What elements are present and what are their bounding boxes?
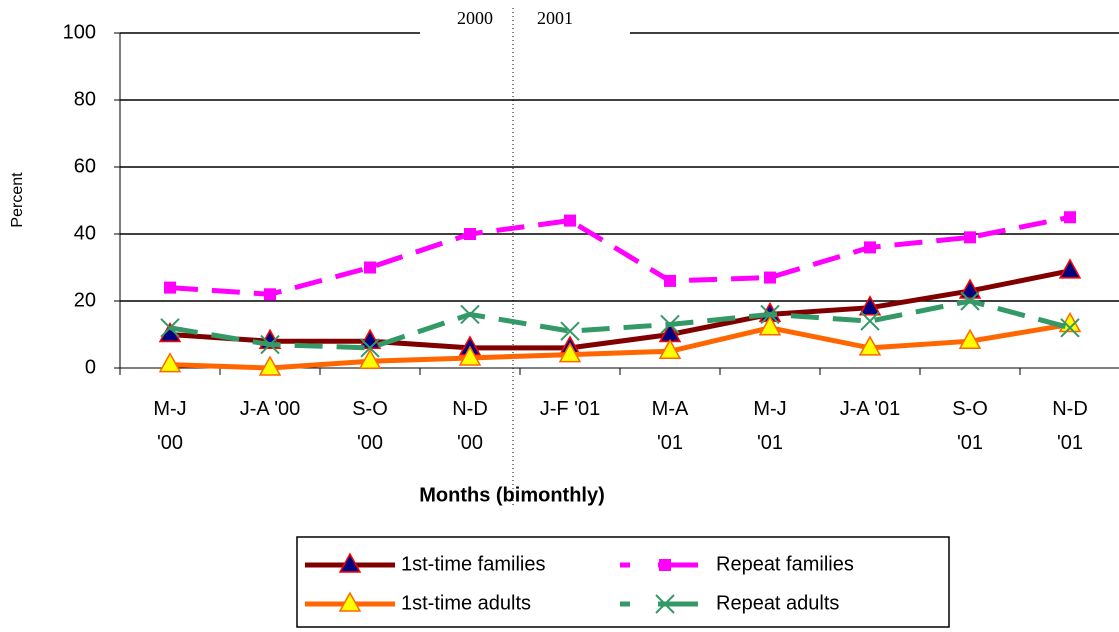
marker — [264, 288, 276, 301]
y-tick-label: 100 — [63, 21, 96, 43]
y-tick-label: 20 — [74, 289, 96, 311]
legend-marker — [655, 594, 675, 614]
marker — [958, 328, 982, 349]
legend-label: Repeat adults — [716, 592, 839, 614]
marker — [764, 271, 776, 284]
series-line — [169, 321, 1071, 371]
marker — [258, 355, 282, 376]
marker — [260, 334, 280, 355]
legend-marker — [659, 559, 671, 571]
legend-label: Repeat families — [716, 553, 854, 575]
x-tick-label: J-F '01 — [539, 398, 601, 420]
marker — [758, 315, 782, 336]
legend-marker — [338, 591, 362, 612]
marker — [1058, 258, 1082, 279]
marker — [864, 241, 876, 254]
series-line — [169, 298, 1071, 351]
x-tick-label: J-A '00 — [239, 398, 301, 420]
marker — [460, 304, 480, 325]
y-tick-label: 0 — [85, 356, 96, 378]
marker — [858, 295, 882, 316]
annotation: 2000 — [457, 8, 493, 28]
y-tick-label: 40 — [74, 222, 96, 244]
marker — [160, 318, 180, 338]
marker — [660, 314, 680, 335]
x-tick-label: N-D '01 — [1052, 398, 1088, 454]
marker — [1064, 211, 1076, 224]
series-line — [169, 268, 1071, 351]
marker — [560, 321, 580, 341]
x-tick-label: S-O '00 — [352, 398, 388, 454]
marker — [958, 278, 982, 299]
marker — [360, 338, 380, 358]
legend-box — [296, 536, 950, 628]
marker — [658, 338, 682, 359]
marker — [664, 274, 676, 287]
marker — [558, 342, 582, 363]
y-tick-label: 60 — [74, 155, 96, 177]
series-line — [169, 214, 1071, 297]
x-tick-label: M-J '00 — [153, 398, 187, 454]
marker — [760, 304, 780, 325]
x-tick-label: J-A '01 — [839, 398, 901, 420]
marker — [858, 335, 882, 356]
annotation: 2001 — [537, 8, 573, 28]
x-tick-label: N-D '00 — [452, 398, 488, 454]
marker — [1060, 318, 1080, 338]
legend-label: 1st-time adults — [401, 592, 531, 614]
legend-marker — [338, 552, 362, 573]
y-axis-title: Percent — [9, 172, 26, 228]
marker — [364, 261, 376, 274]
marker — [158, 352, 182, 373]
annotation-background — [420, 0, 630, 40]
x-tick-label: M-J '01 — [753, 398, 787, 454]
legend-label: 1st-time families — [401, 553, 545, 575]
marker — [358, 348, 382, 370]
x-tick-label: M-A '01 — [651, 398, 689, 454]
y-tick-label: 80 — [74, 88, 96, 110]
marker — [964, 231, 976, 244]
marker — [464, 228, 476, 240]
marker — [860, 311, 880, 331]
marker — [564, 214, 576, 227]
marker — [164, 281, 176, 294]
x-tick-label: S-O '01 — [952, 398, 988, 454]
marker — [458, 345, 482, 366]
x-axis-title: Months (bimonthly) — [419, 484, 605, 506]
marker — [960, 291, 980, 311]
